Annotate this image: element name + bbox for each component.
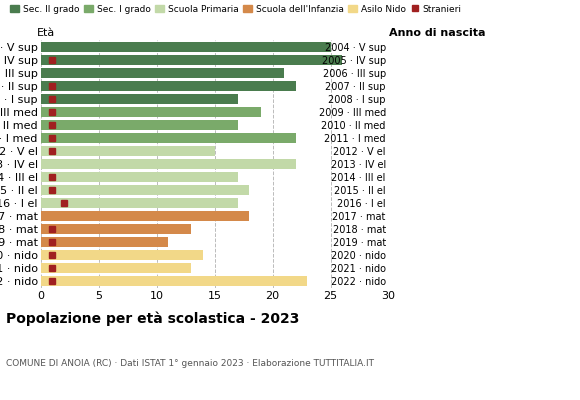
Bar [41, 94, 238, 104]
Text: COMUNE DI ANOIA (RC) · Dati ISTAT 1° gennaio 2023 · Elaborazione TUTTITALIA.IT: COMUNE DI ANOIA (RC) · Dati ISTAT 1° gen… [6, 359, 374, 368]
Bar [41, 133, 296, 143]
Bar [41, 120, 238, 130]
Bar [41, 55, 342, 65]
Bar [41, 276, 307, 286]
Bar [41, 211, 249, 221]
Text: Età: Età [37, 28, 55, 38]
Bar [41, 81, 296, 91]
Bar [41, 159, 296, 169]
Bar [41, 146, 215, 156]
Bar [41, 237, 168, 247]
Text: Popolazione per età scolastica - 2023: Popolazione per età scolastica - 2023 [6, 312, 299, 326]
Bar [41, 198, 238, 208]
Bar [41, 224, 191, 234]
Bar [41, 68, 284, 78]
Bar [41, 250, 203, 260]
Text: Anno di nascita: Anno di nascita [389, 28, 485, 38]
Legend: Sec. II grado, Sec. I grado, Scuola Primaria, Scuola dell'Infanzia, Asilo Nido, : Sec. II grado, Sec. I grado, Scuola Prim… [10, 4, 462, 14]
Bar [41, 42, 331, 52]
Bar [41, 185, 249, 195]
Bar [41, 107, 261, 117]
Bar [41, 172, 238, 182]
Bar [41, 263, 191, 273]
